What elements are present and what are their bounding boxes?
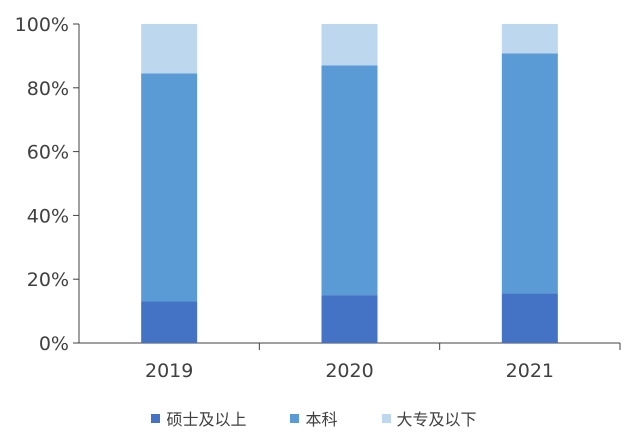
bar-segment (141, 73, 198, 302)
legend-label-master: 硕士及以上 (166, 410, 247, 429)
y-tick-label: 40% (27, 205, 69, 227)
y-tick-label: 100% (15, 14, 69, 36)
x-tick-label: 2019 (145, 360, 193, 382)
x-tick-label: 2021 (506, 360, 554, 382)
x-tick-label: 2020 (325, 360, 373, 382)
bar-segment (501, 53, 558, 294)
bar-segment (501, 24, 558, 54)
bar-segment (141, 301, 198, 343)
y-axis: 0% 20% 40% 60% 80% 100% (15, 14, 80, 355)
y-tick-label: 20% (27, 269, 69, 291)
bars (141, 24, 558, 343)
legend-label-bachelor: 本科 (305, 410, 338, 429)
legend-swatch-college (381, 413, 391, 423)
bar-segment (321, 24, 378, 66)
y-tick-label: 80% (27, 78, 69, 100)
bar-segment (141, 24, 198, 74)
bar-segment (321, 65, 378, 296)
legend: 硕士及以上 本科 大专及以下 (0, 406, 628, 430)
legend-swatch-bachelor (290, 413, 300, 423)
bar-segment (501, 293, 558, 343)
legend-item-bachelor: 本科 (290, 406, 338, 430)
legend-swatch-master (151, 413, 161, 423)
legend-item-master: 硕士及以上 (151, 406, 246, 430)
legend-item-college: 大专及以下 (381, 406, 477, 430)
legend-label-college: 大专及以下 (396, 410, 477, 429)
x-axis: 2019 2020 2021 (79, 342, 621, 382)
y-tick-label: 0% (39, 333, 69, 355)
bar-segment (321, 295, 378, 343)
y-tick-label: 60% (27, 142, 69, 164)
